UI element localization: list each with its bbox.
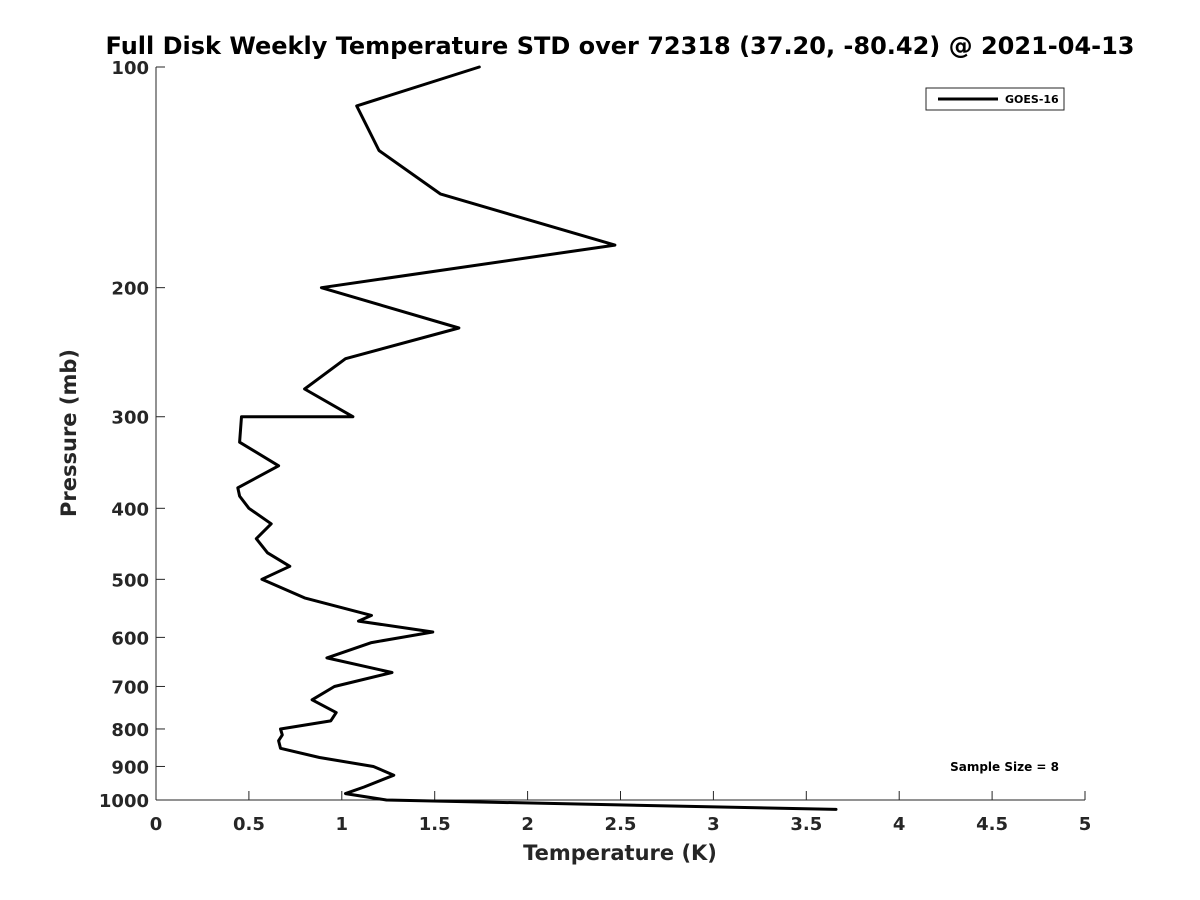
y-tick-label: 100 — [111, 58, 149, 79]
y-tick-label: 200 — [111, 279, 149, 300]
y-axis-label: Pressure (mb) — [57, 349, 81, 517]
y-tick-label: 800 — [111, 720, 149, 741]
legend-entry-goes16: GOES-16 — [1005, 93, 1059, 106]
x-axis-label: Temperature (K) — [523, 841, 717, 865]
plot-area: 0 0.5 1 1.5 2 2.5 3 3.5 4 4.5 5 100 200 300 400 500 600… — [99, 58, 1091, 835]
x-tick-label: 4 — [893, 814, 906, 835]
x-tick-label: 5 — [1079, 814, 1092, 835]
sample-size-annotation: Sample Size = 8 — [950, 760, 1059, 774]
x-tick-label: 0 — [150, 814, 163, 835]
x-tick-label: 0.5 — [233, 814, 265, 835]
x-axis-ticks: 0 0.5 1 1.5 2 2.5 3 3.5 4 4.5 5 — [150, 791, 1092, 835]
x-tick-label: 4.5 — [976, 814, 1008, 835]
x-tick-label: 1.5 — [419, 814, 451, 835]
x-tick-label: 1 — [336, 814, 349, 835]
legend: GOES-16 — [925, 87, 1065, 111]
y-axis-ticks: 100 200 300 400 500 600 700 800 900 1000 — [99, 58, 165, 812]
y-tick-label: 600 — [111, 628, 149, 649]
x-tick-label: 3 — [707, 814, 720, 835]
y-tick-label: 700 — [111, 677, 149, 698]
x-tick-label: 2.5 — [605, 814, 637, 835]
y-tick-label: 900 — [111, 757, 149, 778]
x-tick-label: 3.5 — [790, 814, 822, 835]
x-tick-label: 2 — [521, 814, 534, 835]
y-tick-label: 1000 — [99, 791, 149, 812]
chart-title: Full Disk Weekly Temperature STD over 72… — [106, 32, 1135, 60]
y-tick-label: 500 — [111, 570, 149, 591]
series-line-goes16 — [236, 65, 838, 811]
y-tick-label: 400 — [111, 499, 149, 520]
y-tick-label: 300 — [111, 408, 149, 429]
